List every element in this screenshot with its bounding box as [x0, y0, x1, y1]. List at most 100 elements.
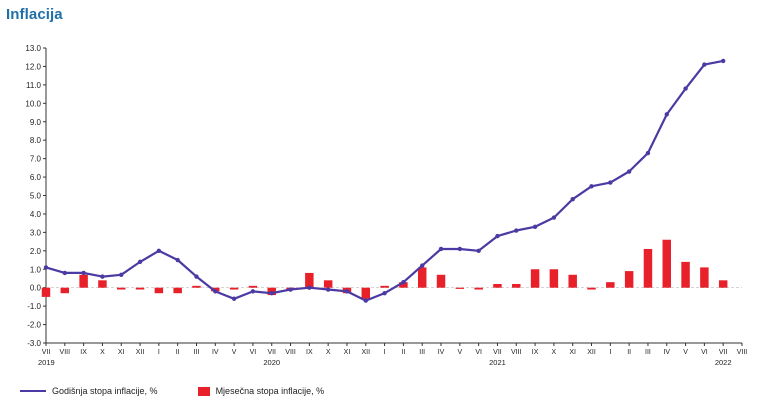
year-label: 2020 — [263, 358, 280, 367]
y-axis: 13.0 12.0 11.0 10.0 9.0 8.0 7.0 6.0 5.0 4.0 3.0 2.0… — [25, 44, 47, 348]
monthly-bar — [60, 287, 70, 294]
monthly-bar — [681, 261, 690, 288]
annual-line-point — [570, 196, 575, 202]
monthly-bar — [248, 285, 258, 288]
x-tick-label: VI — [250, 349, 257, 356]
x-tick-label: VIII — [285, 349, 296, 356]
x-axis: VII VIII IX X XI XII I II III IV V VI VII VIII IX X XI XI… — [38, 287, 748, 367]
annual-line-point — [589, 184, 594, 189]
monthly-bar — [624, 271, 634, 288]
legend-label-monthly: Mjesečna stopa inflacije, % — [215, 386, 325, 396]
y-tick-label: 7.0 — [30, 155, 42, 164]
x-tick-label: I — [609, 349, 611, 356]
legend-item-annual: Godišnja stopa inflacije, % — [20, 386, 158, 396]
x-tick-label: III — [645, 349, 651, 356]
x-tick-label: IX — [306, 349, 313, 356]
annual-line-point — [175, 257, 180, 263]
x-tick-label: I — [158, 349, 160, 356]
y-tick-label: 6.0 — [30, 173, 42, 182]
x-tick-label: IX — [80, 349, 87, 356]
x-tick-label: V — [683, 349, 688, 356]
annual-line-point — [269, 291, 274, 296]
x-tick-label: VI — [475, 349, 482, 356]
x-tick-label: VIII — [737, 349, 748, 356]
monthly-bar — [436, 274, 446, 288]
x-tick-label: XII — [136, 349, 145, 356]
monthly-bar — [41, 287, 51, 297]
x-tick-label: XI — [118, 349, 125, 356]
x-tick-label: I — [384, 349, 386, 356]
legend: Godišnja stopa inflacije, % Mjesečna sto… — [20, 386, 364, 396]
annual-line-point — [495, 233, 500, 239]
year-label: 2022 — [715, 358, 732, 367]
x-tick-label: X — [100, 349, 105, 356]
monthly-bar — [530, 269, 540, 288]
x-tick-label: II — [627, 349, 631, 356]
annual-line-point — [476, 248, 481, 254]
monthly-bar — [192, 285, 201, 288]
annual-line-point — [288, 287, 293, 292]
y-tick-label: 3.0 — [30, 228, 42, 237]
monthly-bar — [79, 274, 88, 288]
monthly-bar — [399, 282, 408, 288]
y-tick-label: -3.0 — [27, 339, 41, 348]
x-tick-label: VIII — [511, 349, 522, 356]
inflation-chart: 13.0 12.0 11.0 10.0 9.0 8.0 7.0 6.0 5.0 4.0 3.0 2.0… — [25, 44, 748, 367]
y-tick-label: 12.0 — [25, 62, 41, 71]
x-tick-label: III — [194, 349, 200, 356]
monthly-bar — [135, 287, 145, 290]
x-tick-label: XI — [569, 349, 576, 356]
annual-line-point — [363, 298, 368, 303]
x-tick-label: VIII — [60, 349, 71, 356]
annual-line-point — [231, 296, 237, 301]
page-title: Inflacija — [6, 6, 63, 23]
y-tick-label: 9.0 — [30, 118, 42, 127]
annual-line-point — [325, 287, 331, 292]
y-tick-label: 5.0 — [30, 192, 42, 201]
annual-line-path — [45, 59, 724, 302]
y-tick-label: 10.0 — [25, 99, 41, 108]
x-tick-label: IV — [212, 349, 219, 356]
monthly-bar — [512, 284, 521, 288]
y-tick-label: 4.0 — [30, 210, 42, 219]
monthly-bar — [587, 287, 596, 290]
annual-line-point — [626, 169, 632, 174]
monthly-bar — [568, 274, 577, 288]
annual-line-point — [401, 279, 406, 285]
y-tick-label: -2.0 — [27, 321, 41, 330]
y-tick-label: 2.0 — [30, 247, 42, 256]
y-tick-label: 8.0 — [30, 136, 42, 145]
monthly-bar — [700, 267, 709, 288]
monthly-bar — [323, 280, 333, 288]
annual-line-point — [100, 274, 105, 279]
x-tick-label: VI — [701, 349, 708, 356]
monthly-bar — [455, 287, 465, 289]
x-tick-label: X — [552, 349, 557, 356]
annual-line-point — [645, 150, 651, 156]
monthly-bar — [549, 269, 559, 288]
annual-line-point — [119, 272, 124, 277]
monthly-bar — [154, 287, 164, 294]
x-tick-label: III — [419, 349, 425, 356]
annual-line-point — [438, 246, 444, 252]
x-tick-label: XII — [362, 349, 371, 356]
annual-line-point — [457, 246, 463, 252]
annual-line-point — [213, 289, 218, 294]
x-tick-label: VII — [719, 349, 728, 356]
monthly-bar — [380, 285, 389, 288]
y-tick-label: 0.0 — [30, 284, 42, 293]
monthly-bar — [718, 280, 728, 288]
y-tick-label: 13.0 — [25, 44, 41, 53]
annual-line-point — [720, 58, 726, 64]
annual-line-point — [382, 291, 387, 296]
x-tick-label: VII — [267, 349, 276, 356]
legend-label-annual: Godišnja stopa inflacije, % — [52, 386, 158, 396]
legend-item-monthly: Mjesečna stopa inflacije, % — [197, 386, 325, 396]
monthly-bars — [41, 239, 728, 299]
monthly-bar — [417, 267, 427, 288]
annual-line-point — [551, 215, 557, 220]
x-tick-label: IV — [438, 349, 445, 356]
monthly-bar — [117, 287, 126, 290]
annual-line-point — [43, 265, 49, 270]
monthly-bar — [98, 280, 107, 288]
